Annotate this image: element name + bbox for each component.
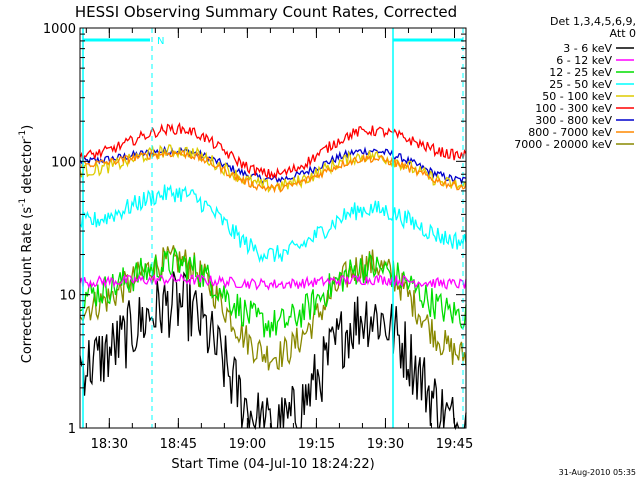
legend-entry-label: 3 - 6 keV [563, 42, 612, 55]
y-tick-label: 100 [51, 155, 76, 170]
series-line [79, 184, 467, 264]
legend-entry-label: 50 - 100 keV [542, 90, 612, 103]
flag-label: N [157, 36, 164, 47]
observing-flags: N [82, 28, 464, 428]
y-tick-label: 10 [59, 289, 76, 304]
x-axis: 18:30 18:45 19:00 19:15 19:30 19:45 [85, 28, 473, 452]
x-axis-label: Start Time (04-Jul-10 18:24:22) [171, 457, 374, 472]
footer-timestamp: 31-Aug-2010 05:35 [559, 468, 636, 477]
y-axis: 1 10 100 1000 [43, 22, 466, 437]
x-tick-label: 19:45 [436, 437, 473, 452]
y-tick-label: 1000 [43, 22, 76, 37]
legend-entry-label: 6 - 12 keV [556, 54, 612, 67]
legend-entry-label: 25 - 50 keV [549, 78, 612, 91]
x-tick-label: 18:45 [160, 437, 197, 452]
x-tick-label: 19:15 [298, 437, 335, 452]
x-tick-label: 18:30 [91, 437, 128, 452]
legend-entry-label: 7000 - 20000 keV [514, 138, 612, 151]
plot-frame [79, 27, 467, 429]
legend-entry-label: 800 - 7000 keV [528, 126, 612, 139]
y-tick-label: 1 [68, 422, 76, 437]
plot-area: N 1 10 100 1000 18:30 18:45 19:00 19:15 19:30 19… [43, 22, 473, 452]
legend-title: Det 1,3,4,5,6,9, [550, 15, 636, 28]
series-line [79, 121, 467, 180]
legend-entry-label: 100 - 300 keV [535, 102, 612, 115]
x-tick-label: 19:30 [367, 437, 404, 452]
legend-entry-label: 300 - 800 keV [535, 114, 612, 127]
x-tick-label: 19:00 [229, 437, 266, 452]
series-line [79, 272, 467, 291]
legend-entry-label: 12 - 25 keV [549, 66, 612, 79]
chart-title: HESSI Observing Summary Count Rates, Cor… [75, 3, 457, 21]
series-line [79, 149, 467, 194]
legend-title: Att 0 [610, 27, 636, 40]
y-axis-label: Corrected Count Rate (s-1 detector-1) [18, 125, 35, 363]
